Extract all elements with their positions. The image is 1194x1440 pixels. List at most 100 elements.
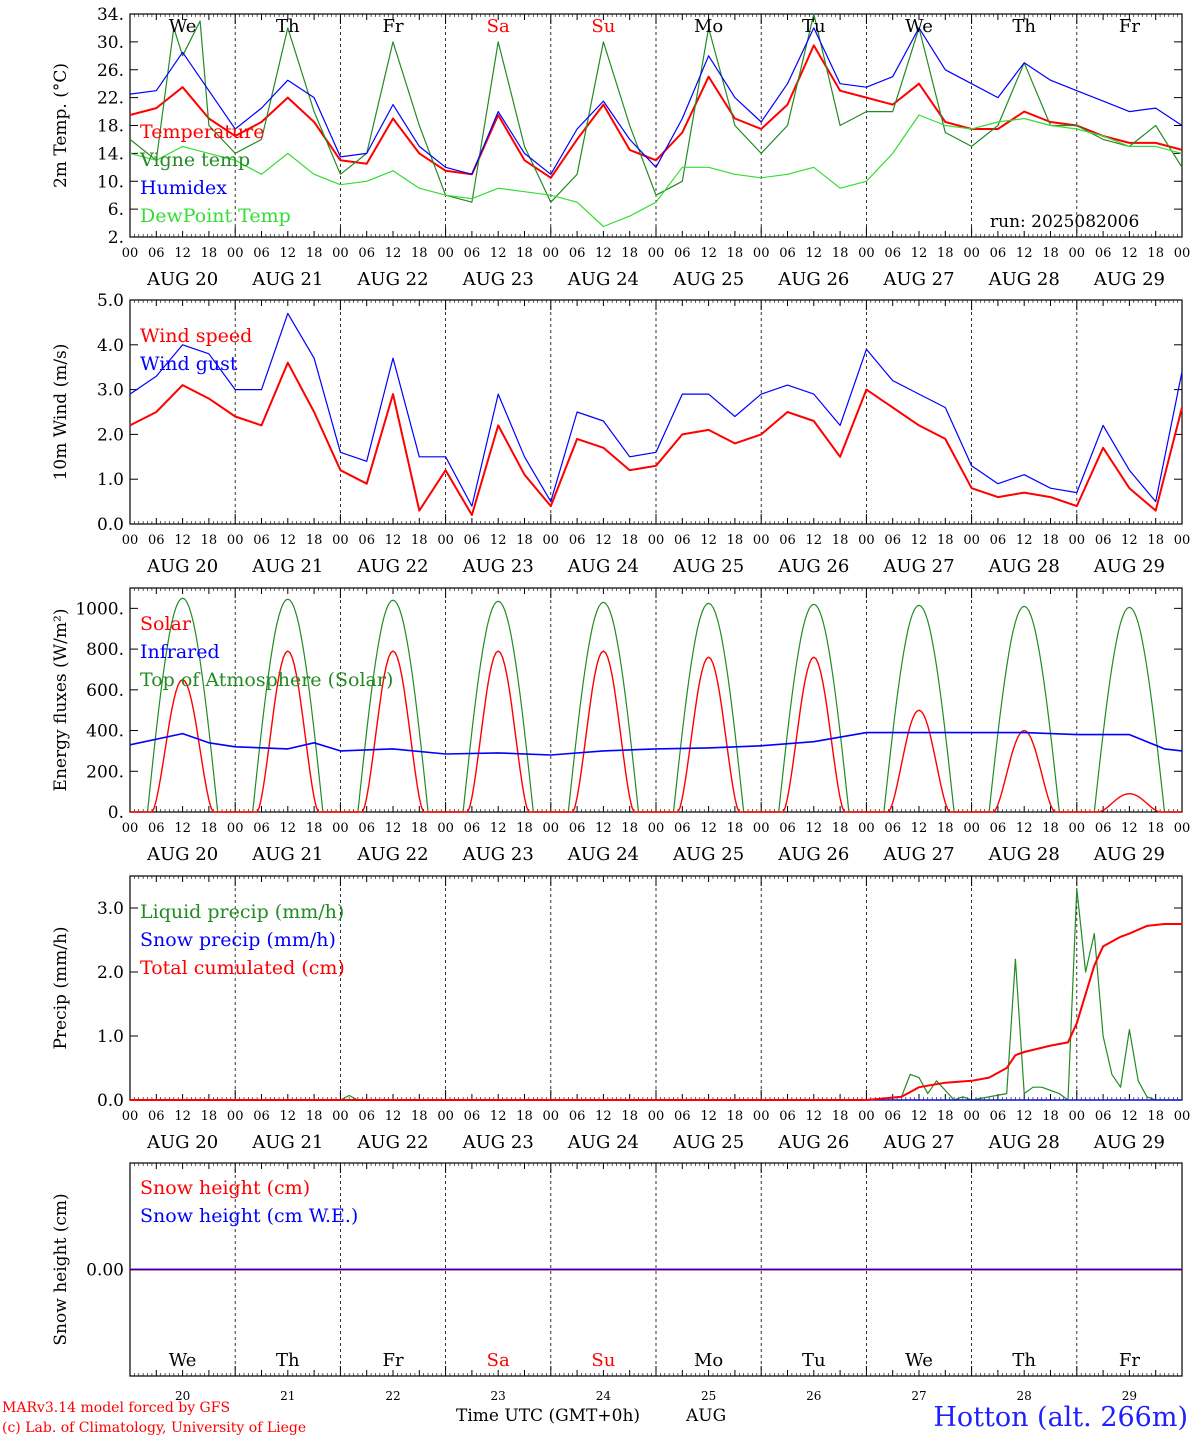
- x-hour-label: 12: [490, 533, 507, 548]
- x-day-label: AUG 28: [988, 1132, 1060, 1153]
- x-hour-label: 06: [990, 1109, 1007, 1124]
- x-day-label: AUG 21: [251, 269, 323, 290]
- day-number-label: 25: [701, 1389, 716, 1403]
- x-hour-label: 18: [1042, 1109, 1059, 1124]
- x-day-label: AUG 23: [462, 844, 534, 865]
- x-hour-label: 18: [411, 821, 428, 836]
- weekday-label-top: Fr: [382, 16, 403, 37]
- x-hour-label: 18: [411, 533, 428, 548]
- x-day-label: AUG 27: [882, 269, 954, 290]
- series-total-cumulated-cm-: [130, 923, 1182, 1101]
- x-hour-label: 12: [911, 533, 928, 548]
- day-number-label: 23: [491, 1389, 506, 1403]
- legend-top-of-atmosphere-solar-: Top of Atmosphere (Solar): [140, 669, 393, 691]
- x-day-label: AUG 23: [462, 269, 534, 290]
- x-hour-label: 18: [411, 246, 428, 261]
- y-tick-label: 1000.: [75, 599, 124, 619]
- x-day-label: AUG 22: [356, 844, 428, 865]
- legend-snow-precip-mm-h-: Snow precip (mm/h): [140, 929, 336, 951]
- weekday-label-top: Su: [591, 16, 615, 37]
- x-hour-label: 06: [148, 246, 165, 261]
- x-hour-label: 12: [490, 246, 507, 261]
- series-wind-speed: [129, 361, 1183, 516]
- x-hour-label: 00: [753, 246, 770, 261]
- x-hour-label: 12: [911, 821, 928, 836]
- x-day-label: AUG 22: [356, 556, 428, 577]
- y-tick-label: 1.0: [97, 470, 124, 490]
- y-tick-label: 0.: [108, 803, 124, 823]
- legend-total-cumulated-cm-: Total cumulated (cm): [140, 957, 345, 979]
- x-hour-label: 00: [648, 533, 665, 548]
- y-tick-label: 3.0: [97, 381, 124, 401]
- x-day-label: AUG 29: [1093, 844, 1165, 865]
- x-hour-label: 00: [753, 1109, 770, 1124]
- x-hour-label: 18: [411, 1109, 428, 1124]
- y-tick-label: 4.0: [97, 336, 124, 356]
- y-tick-label: 3.0: [97, 899, 124, 919]
- x-day-label: AUG 24: [567, 844, 639, 865]
- day-number-label: 21: [280, 1389, 295, 1403]
- legend-dewpoint-temp: DewPoint Temp: [140, 205, 291, 227]
- x-hour-label: 06: [253, 533, 270, 548]
- x-hour-label: 00: [543, 533, 560, 548]
- legend-solar: Solar: [140, 613, 192, 635]
- x-hour-label: 06: [464, 1109, 481, 1124]
- x-hour-label: 06: [884, 533, 901, 548]
- x-hour-label: 18: [727, 246, 744, 261]
- x-hour-label: 06: [569, 1109, 586, 1124]
- x-hour-label: 00: [963, 821, 980, 836]
- x-hour-label: 18: [201, 246, 218, 261]
- y-tick-label: 1.0: [97, 1027, 124, 1047]
- x-hour-label: 00: [122, 821, 139, 836]
- x-hour-label: 12: [385, 1109, 402, 1124]
- x-hour-label: 00: [753, 533, 770, 548]
- x-hour-label: 12: [700, 1109, 717, 1124]
- x-day-label: AUG 24: [567, 556, 639, 577]
- x-hour-label: 18: [1147, 533, 1164, 548]
- x-day-label: AUG 21: [251, 556, 323, 577]
- x-hour-label: 12: [806, 1109, 823, 1124]
- y-tick-label: 2.0: [97, 963, 124, 983]
- y-tick-label: 5.0: [97, 291, 124, 311]
- series-solar: [130, 650, 1182, 813]
- x-day-label: AUG 24: [567, 1132, 639, 1153]
- x-day-label: AUG 29: [1093, 556, 1165, 577]
- weekday-label-bottom: Mo: [694, 1350, 723, 1371]
- y-tick-label: 30.: [97, 33, 124, 53]
- day-number-label: 28: [1017, 1389, 1032, 1403]
- x-hour-label: 00: [227, 821, 244, 836]
- x-hour-label: 12: [700, 533, 717, 548]
- day-number-label: 29: [1122, 1389, 1137, 1403]
- x-hour-label: 00: [437, 246, 454, 261]
- x-hour-label: 18: [727, 821, 744, 836]
- legend-infrared: Infrared: [140, 641, 220, 663]
- y-axis-label: Precip (mm/h): [51, 926, 71, 1049]
- x-hour-label: 18: [201, 533, 218, 548]
- x-hour-label: 00: [332, 533, 349, 548]
- x-day-label: AUG 23: [462, 1132, 534, 1153]
- y-tick-label: 2.0: [97, 425, 124, 445]
- x-hour-label: 18: [621, 1109, 638, 1124]
- x-hour-label: 18: [1042, 246, 1059, 261]
- x-hour-label: 18: [306, 1109, 323, 1124]
- x-hour-label: 18: [621, 821, 638, 836]
- weekday-label-top: We: [905, 16, 933, 37]
- x-hour-label: 00: [858, 821, 875, 836]
- x-hour-label: 18: [516, 246, 533, 261]
- x-day-label: AUG 26: [777, 1132, 849, 1153]
- x-hour-label: 06: [779, 246, 796, 261]
- x-hour-label: 06: [674, 246, 691, 261]
- x-hour-label: 06: [253, 246, 270, 261]
- x-hour-label: 18: [306, 246, 323, 261]
- x-hour-label: 18: [832, 246, 849, 261]
- x-hour-label: 00: [332, 1109, 349, 1124]
- x-hour-label: 00: [1069, 533, 1086, 548]
- weekday-label-bottom: Fr: [1119, 1350, 1140, 1371]
- x-day-label: AUG 26: [777, 269, 849, 290]
- x-hour-label: 00: [437, 1109, 454, 1124]
- x-hour-label: 06: [464, 821, 481, 836]
- x-hour-label: 00: [332, 246, 349, 261]
- x-hour-label: 12: [595, 1109, 612, 1124]
- x-hour-label: 12: [595, 821, 612, 836]
